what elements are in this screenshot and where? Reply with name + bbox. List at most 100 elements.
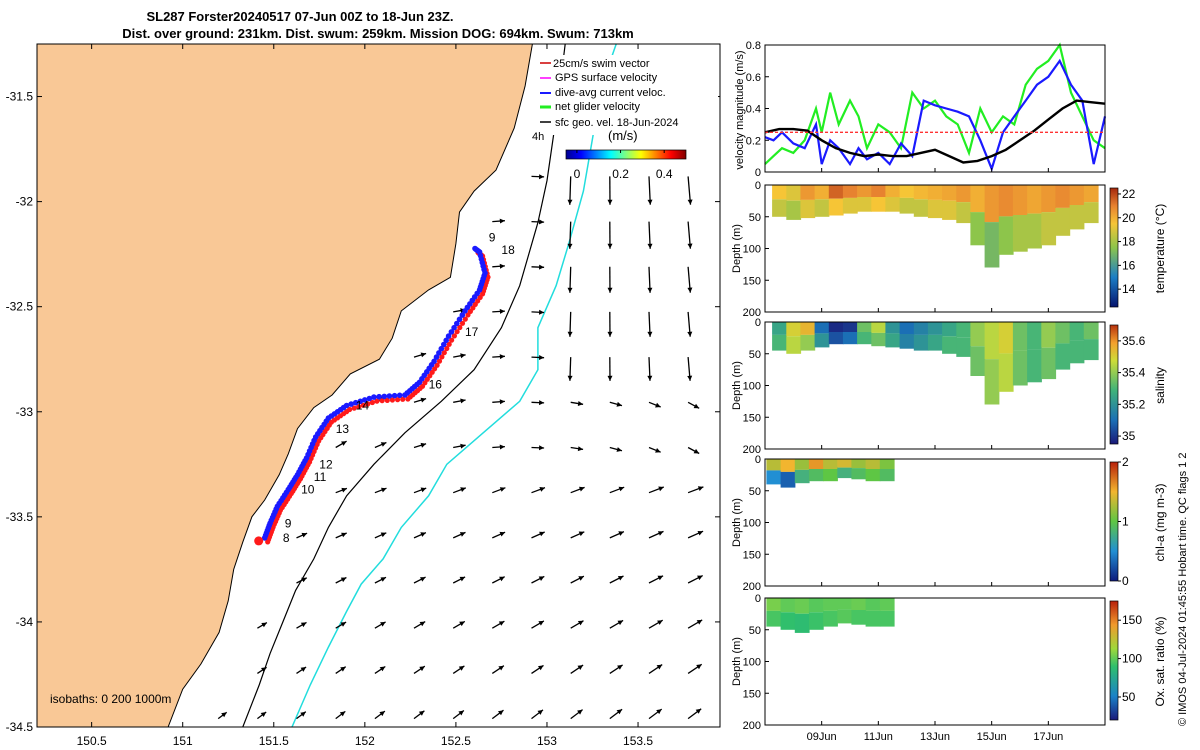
section-cell — [899, 185, 915, 198]
velocity-arrow-head — [498, 621, 505, 626]
velocity-arrow-head — [727, 331, 732, 336]
section-cell — [786, 185, 802, 201]
velocity-arrow-head — [617, 664, 623, 670]
section-cell — [857, 197, 872, 212]
map-ytick-label: -33 — [16, 405, 34, 419]
section-cell — [1069, 322, 1085, 341]
section-cell — [772, 334, 787, 351]
section-colorbar-title: Ox. sat. ratio (%) — [1153, 616, 1167, 706]
velocity-arrow-head — [687, 287, 693, 293]
track-point — [343, 402, 350, 409]
map-xtick-label: 151.5 — [259, 734, 289, 748]
map-colorbar-tick-label: 0.4 — [656, 167, 673, 181]
velocity-arrow-head — [697, 531, 704, 536]
isobaths-label: isobaths: 0 200 1000m — [50, 692, 171, 706]
isobath-200m — [242, 44, 566, 727]
velocity-arrow-head — [499, 218, 505, 224]
velocity-arrow — [727, 709, 741, 719]
velocity-arrow — [727, 176, 730, 204]
section-cell — [842, 185, 858, 198]
velocity-arrow-head — [341, 487, 347, 493]
velocity-arrow-head — [538, 620, 544, 626]
glider-track — [254, 245, 491, 546]
section-cell — [865, 459, 881, 469]
map-xtick-label: 152 — [355, 734, 375, 748]
surface-marker — [436, 358, 443, 364]
section-colorbar-label: 14 — [1122, 282, 1136, 296]
section-cell — [1012, 185, 1028, 215]
section-cell — [772, 185, 787, 200]
map-ytick-label: -32.5 — [6, 300, 34, 314]
velocity-arrow-head — [693, 448, 700, 454]
track-point — [431, 358, 437, 365]
velocity-arrow-head — [697, 575, 703, 581]
surface-marker — [462, 316, 468, 322]
section-cell — [1083, 185, 1099, 203]
velocity-arrow-head — [341, 532, 347, 538]
section-cell — [772, 322, 787, 335]
velocity-arrow-head — [687, 199, 693, 205]
velocity-arrow-head — [577, 709, 583, 715]
section-cell — [984, 359, 1000, 405]
section-cell — [800, 322, 816, 335]
velocity-arrow-head — [379, 666, 386, 672]
section-cell — [927, 185, 943, 200]
track-point — [436, 350, 442, 356]
section-colorbar — [1109, 324, 1119, 445]
section-ytick-label: 50 — [749, 349, 761, 361]
track-point — [472, 245, 478, 252]
velocity-arrow — [727, 575, 742, 583]
velocity-arrow-head — [578, 576, 584, 581]
velocity-arrow-head — [732, 450, 738, 455]
section-colorbar — [1109, 187, 1119, 308]
map-xtick-label: 153.5 — [623, 734, 653, 748]
surface-marker — [400, 396, 406, 402]
section-ytick-label: 50 — [749, 212, 761, 224]
section-ytick-label: 200 — [743, 720, 761, 732]
section-colorbar-label: 150 — [1122, 613, 1142, 627]
map-xtick-label: 151 — [173, 734, 193, 748]
section-cell — [772, 199, 787, 217]
velocity-arrow-head — [420, 487, 427, 493]
velocity-arrow-head — [539, 400, 545, 406]
velocity-arrow-head — [498, 710, 504, 716]
velocity-arrow-head — [460, 443, 466, 449]
section-cell — [865, 598, 881, 611]
section-cell — [842, 197, 858, 214]
track-start-marker — [254, 536, 264, 546]
track-point — [443, 337, 450, 344]
section-cell — [956, 322, 972, 338]
section-cell — [814, 322, 830, 334]
velocity-arrow-head — [499, 308, 505, 314]
map-colorbar-tick-label: 0 — [574, 167, 581, 181]
section-cell — [823, 469, 838, 482]
velocity-arrow-head — [657, 620, 663, 625]
section-cell — [857, 332, 872, 345]
section-cell — [857, 322, 872, 332]
velocity-ylabel: velocity magnitude (m/s) — [734, 50, 746, 169]
velocity-arrow-head — [695, 708, 702, 714]
surface-marker — [374, 398, 380, 404]
section-cell — [984, 185, 1000, 223]
velocity-arrow-head — [260, 712, 267, 717]
section-cell — [794, 459, 810, 470]
velocity-arrow-head — [617, 576, 624, 581]
section-cell — [794, 469, 810, 484]
section-cell — [780, 471, 796, 488]
track-point — [459, 312, 466, 318]
section-cell — [1027, 349, 1042, 383]
velocity-arrow-head — [499, 576, 505, 582]
velocity-arrow-head — [539, 219, 545, 225]
section-cell — [766, 470, 782, 485]
section-cell — [1069, 340, 1085, 364]
section-cell — [1083, 202, 1099, 224]
section-ytick-label: 150 — [743, 549, 761, 561]
section-colorbar-label: 2 — [1122, 455, 1129, 469]
velocity-arrow-head — [420, 352, 427, 358]
velocity-arrow-head — [301, 577, 307, 583]
section-cell — [927, 199, 943, 219]
section-ytick-label: 200 — [743, 307, 761, 319]
section-cell — [800, 334, 816, 351]
day-label: 16 — [429, 378, 443, 392]
velocity-arrow-head — [459, 621, 465, 627]
